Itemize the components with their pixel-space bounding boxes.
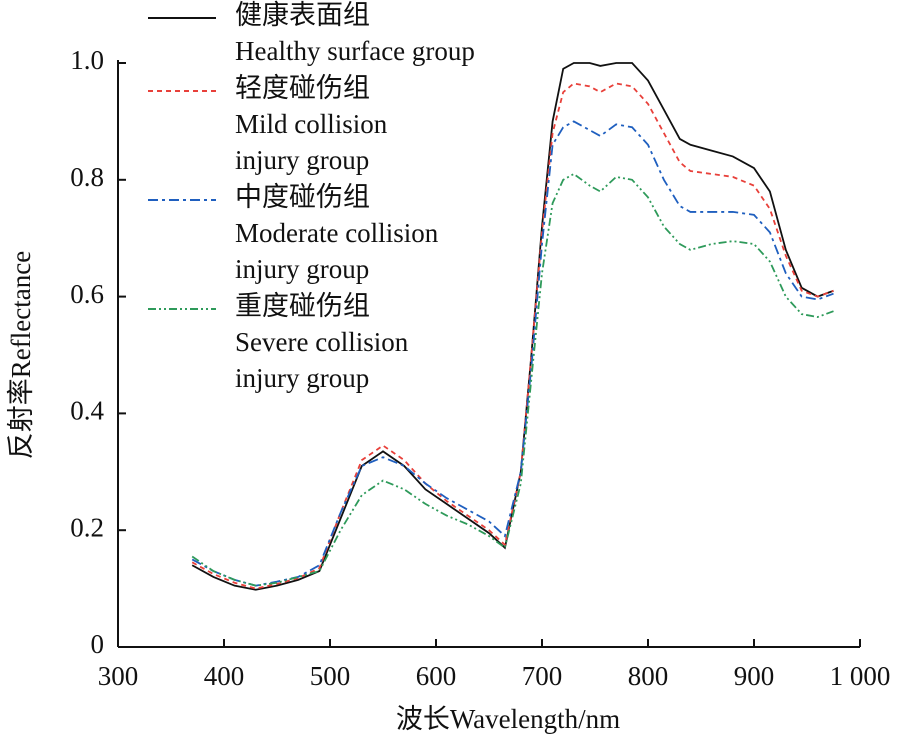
x-tick-label: 300 <box>98 661 139 691</box>
line-series <box>191 172 834 587</box>
y-tick-label: 0.4 <box>70 396 104 426</box>
legend-label: injury group <box>235 254 369 284</box>
x-tick-label: 900 <box>734 661 775 691</box>
line-series <box>191 62 834 591</box>
legend-label: injury group <box>235 363 369 393</box>
legend-label: Mild collision <box>235 109 388 139</box>
line-series <box>191 82 834 590</box>
x-tick-label: 1 000 <box>830 661 891 691</box>
legend-label: 轻度碰伤组 <box>235 73 370 103</box>
legend-label: 重度碰伤组 <box>235 291 370 321</box>
legend-label: 中度碰伤组 <box>235 182 370 212</box>
legend-label: Severe collision <box>235 327 409 357</box>
legend-label: 健康表面组 <box>235 0 370 30</box>
x-tick-label: 700 <box>522 661 563 691</box>
x-tick-label: 800 <box>628 661 669 691</box>
x-tick-label: 400 <box>204 661 245 691</box>
x-tick-label: 600 <box>416 661 457 691</box>
x-tick-label: 500 <box>310 661 351 691</box>
legend-label: Healthy surface group <box>235 36 475 66</box>
line-series <box>191 120 834 587</box>
y-tick-label: 0.8 <box>70 162 104 192</box>
y-tick-label: 0 <box>91 629 105 659</box>
x-axis-label: 波长Wavelength/nm <box>396 704 620 734</box>
y-tick-label: 0.2 <box>70 512 104 542</box>
y-tick-label: 0.6 <box>70 279 104 309</box>
y-tick-label: 1.0 <box>70 45 104 75</box>
y-axis-label: 反射率Reflectance <box>6 251 36 459</box>
legend-label: Moderate collision <box>235 218 439 248</box>
legend-label: injury group <box>235 145 369 175</box>
